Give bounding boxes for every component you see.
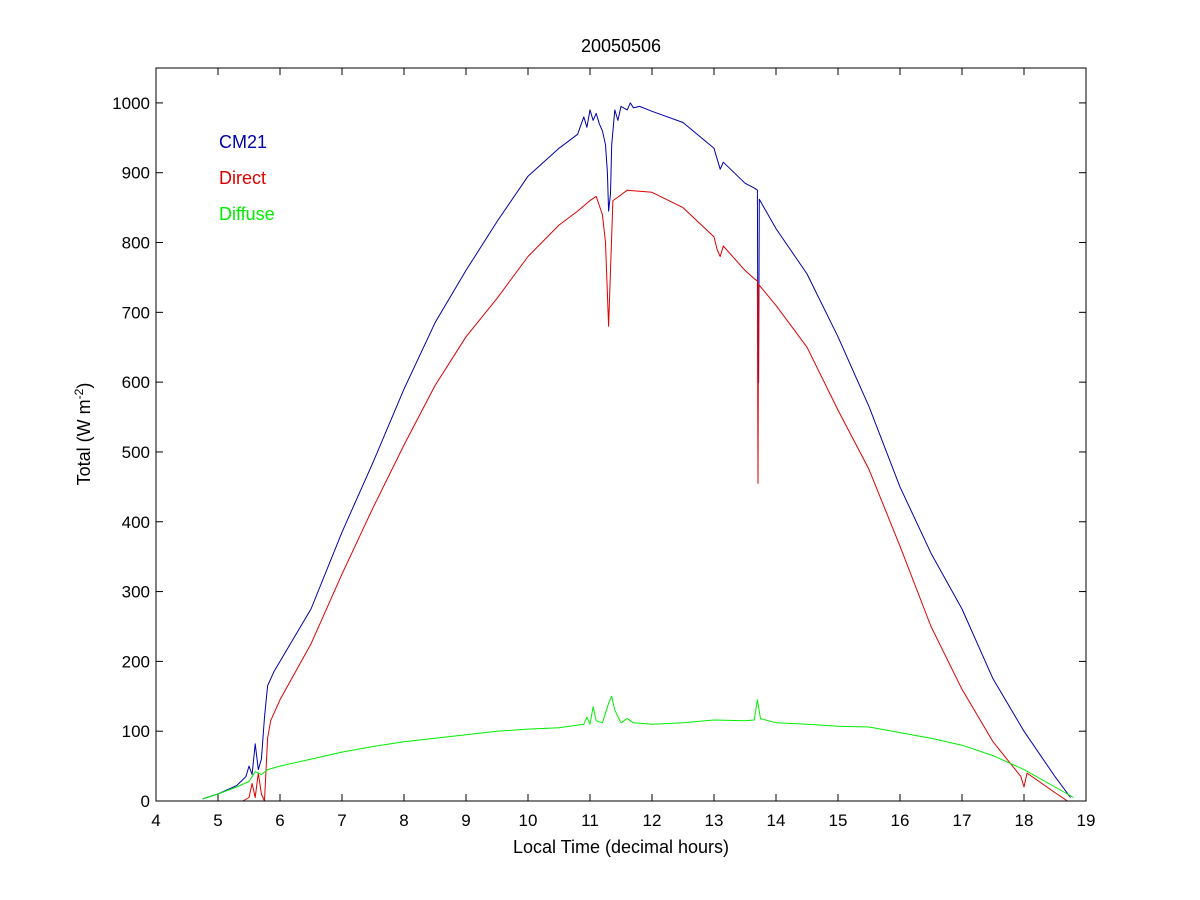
x-tick-label: 5	[213, 811, 222, 830]
y-tick-label: 1000	[112, 94, 150, 113]
x-axis-label: Local Time (decimal hours)	[513, 837, 729, 857]
legend: CM21 Direct Diffuse	[219, 132, 275, 224]
y-tick-label: 800	[122, 234, 150, 253]
y-tick-label: 0	[141, 792, 150, 811]
series-line-diffuse	[202, 695, 1074, 800]
x-tick-label: 11	[581, 811, 599, 830]
x-tick-label: 10	[519, 811, 538, 830]
x-tick-label: 15	[829, 811, 848, 830]
x-tick-label: 12	[643, 811, 662, 830]
y-tick-label: 500	[122, 443, 150, 462]
series-line-direct	[242, 189, 1068, 802]
plot-frame	[155, 67, 1087, 802]
legend-entry-cm21: CM21	[219, 132, 267, 152]
y-axis-label-sup: -2	[72, 388, 86, 399]
y-tick-label: 600	[122, 373, 150, 392]
legend-entry-diffuse: Diffuse	[219, 204, 275, 224]
x-tick-label: 14	[767, 811, 786, 830]
x-tick-label: 16	[891, 811, 910, 830]
x-tick-label: 6	[275, 811, 284, 830]
y-axis-label-main: Total (W m	[74, 399, 94, 485]
x-tick-label: 13	[705, 811, 724, 830]
y-tick-label: 200	[122, 652, 150, 671]
series-lines	[202, 102, 1074, 802]
y-axis-label-close: )	[74, 383, 94, 389]
y-tick-label: 400	[122, 513, 150, 532]
chart-title: 20050506	[581, 36, 661, 56]
legend-entry-direct: Direct	[219, 168, 266, 188]
axes: 4 5 6 7 8 9 10 11 12 13 14 15 16 17 18 19 0 100 200 300 400 5…	[112, 68, 1095, 830]
x-tick-label: 18	[1015, 811, 1034, 830]
y-tick-label: 700	[122, 303, 150, 322]
series-line-cm21	[202, 102, 1071, 800]
x-tick-label: 19	[1077, 811, 1096, 830]
y-tick-label: 900	[122, 164, 150, 183]
y-tick-label: 300	[122, 583, 150, 602]
y-axis-label: Total (W m-2)	[72, 383, 94, 486]
x-tick-label: 9	[461, 811, 470, 830]
x-tick-label: 8	[399, 811, 408, 830]
y-tick-label: 100	[122, 722, 150, 741]
x-tick-label: 17	[953, 811, 972, 830]
x-tick-label: 7	[337, 811, 346, 830]
x-tick-label: 4	[151, 811, 160, 830]
